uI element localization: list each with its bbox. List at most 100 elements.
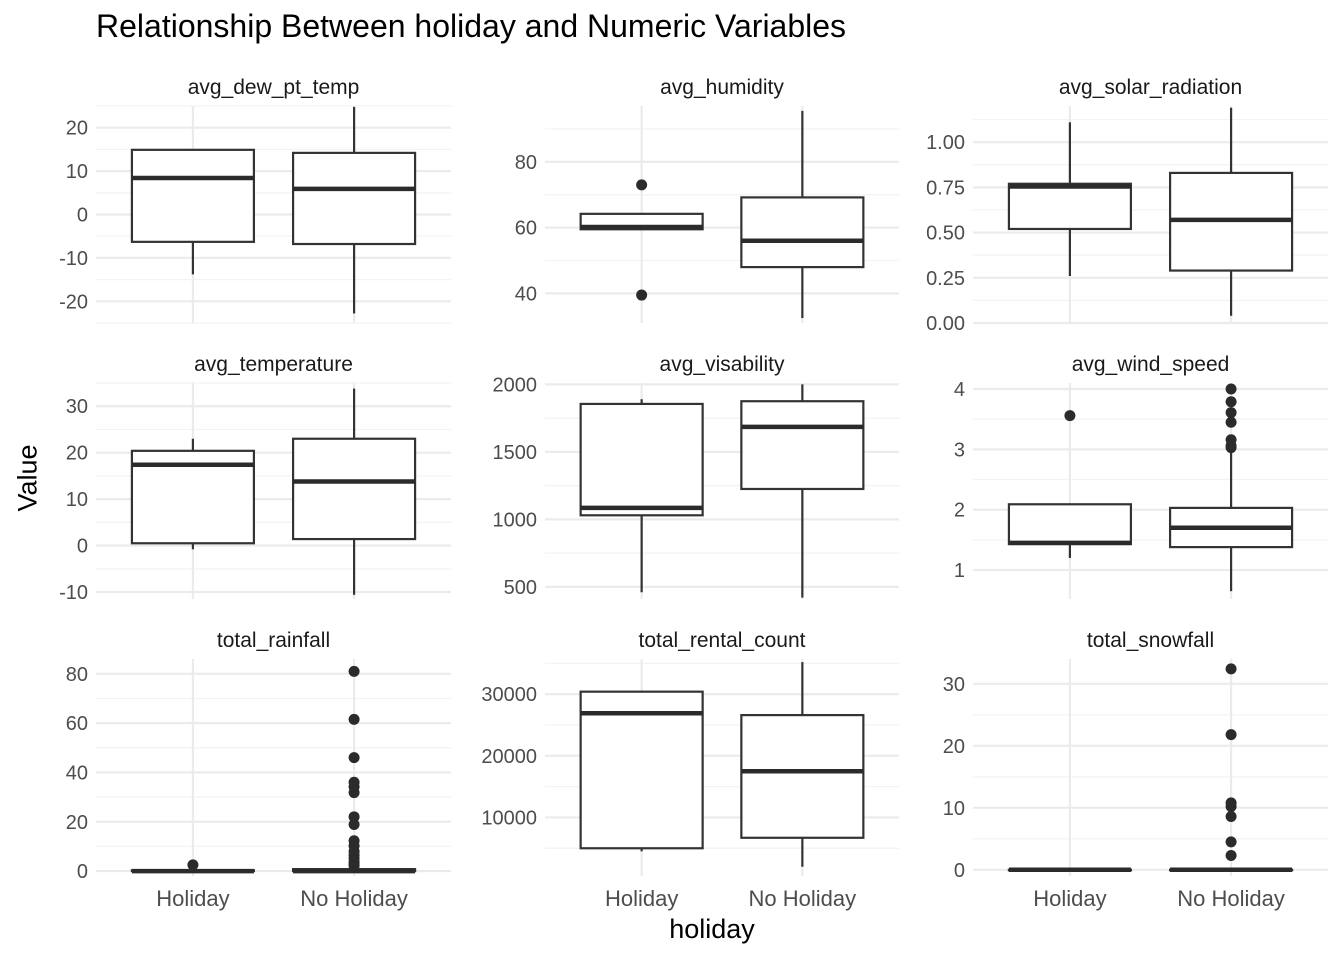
outlier-point <box>348 713 360 725</box>
outlier-point <box>1064 410 1076 422</box>
y-tick-label: 60 <box>515 218 537 240</box>
panel-avg-dew-pt-temp: avg_dew_pt_temp -20 -10 0 10 20 <box>59 76 451 324</box>
panel-avg-wind-speed: avg_wind_speed 1 2 3 4 <box>954 353 1328 599</box>
y-tick-label: 80 <box>66 664 88 686</box>
panel-avg-humidity: avg_humidity 40 60 80 <box>515 76 899 323</box>
box-iqr <box>579 402 704 517</box>
box-iqr <box>291 151 417 246</box>
outlier-point <box>1225 407 1237 419</box>
y-tick-label: 1 <box>954 560 965 582</box>
facet-strip-label: avg_solar_radiation <box>1059 76 1242 99</box>
y-tick-label: 0.25 <box>926 268 965 290</box>
box-holiday <box>579 690 704 852</box>
outlier-point <box>1225 383 1237 395</box>
outlier-point <box>1225 396 1237 408</box>
outlier-point <box>348 776 360 788</box>
facet-strip-label: avg_humidity <box>660 76 784 99</box>
y-tick-label: 0.75 <box>926 177 965 199</box>
facet-strip-label: avg_dew_pt_temp <box>188 76 360 99</box>
box-no-holiday <box>291 665 417 874</box>
y-tick-label: 30 <box>66 396 88 418</box>
box-no-holiday <box>291 388 417 595</box>
box-no-holiday <box>1168 107 1294 316</box>
y-tick-label: 80 <box>515 152 537 174</box>
x-axis-title: holiday <box>669 914 755 944</box>
box-holiday <box>1007 122 1133 276</box>
y-tick-label: 40 <box>66 762 88 784</box>
outlier-point <box>348 665 360 677</box>
box-no-holiday <box>1168 383 1294 592</box>
facet-strip-label: avg_temperature <box>194 353 353 376</box>
outlier-point <box>636 289 648 301</box>
y-tick-label: 20000 <box>481 746 537 768</box>
y-tick-label: 30000 <box>481 684 537 706</box>
outlier-point <box>1225 663 1237 675</box>
y-tick-label: 1500 <box>493 442 538 464</box>
outlier-point <box>348 811 360 823</box>
box-no-holiday <box>1168 663 1294 873</box>
box-no-holiday <box>740 110 865 319</box>
box-iqr <box>130 148 256 243</box>
box-iqr <box>579 690 704 850</box>
box-iqr <box>740 400 865 491</box>
y-tick-label: 30 <box>943 674 965 696</box>
y-tick-label: 1000 <box>493 509 538 531</box>
y-tick-label: 0 <box>954 860 965 882</box>
y-tick-label: 20 <box>66 118 88 140</box>
outlier-point <box>1225 434 1237 446</box>
box-holiday <box>1007 867 1133 873</box>
box-holiday <box>579 179 704 301</box>
y-tick-label: 2 <box>954 500 965 522</box>
y-tick-label: 10 <box>66 489 88 511</box>
x-tick-label: No Holiday <box>749 886 857 911</box>
y-tick-label: -20 <box>59 291 88 313</box>
y-tick-label: 500 <box>504 577 537 599</box>
box-holiday <box>1007 410 1133 558</box>
facet-strip-label: avg_visability <box>660 353 785 376</box>
outlier-point <box>348 835 360 847</box>
panel-total-snowfall: total_snowfall 0 10 20 30 Holiday No Holiday <box>943 629 1328 911</box>
box-iqr <box>1007 182 1133 231</box>
panel-total-rental-count: total_rental_count 10000 20000 30000 Holiday… <box>481 629 899 911</box>
y-tick-label: 0.50 <box>926 223 965 245</box>
x-tick-label: Holiday <box>156 886 229 911</box>
outlier-point <box>1225 416 1237 428</box>
y-tick-label: 10 <box>66 161 88 183</box>
box-no-holiday <box>740 662 865 867</box>
outlier-point <box>1225 850 1237 862</box>
y-tick-label: 60 <box>66 713 88 735</box>
y-tick-label: 0 <box>77 861 88 883</box>
box-holiday <box>130 148 256 275</box>
y-tick-label: 2000 <box>493 374 538 396</box>
y-tick-label: 20 <box>943 736 965 758</box>
outlier-point <box>636 179 648 191</box>
facet-strip-label: total_rental_count <box>639 629 806 652</box>
box-holiday <box>130 859 256 874</box>
y-tick-label: 10 <box>943 798 965 820</box>
box-holiday <box>579 399 704 593</box>
box-iqr <box>1007 503 1133 546</box>
outlier-point <box>187 859 199 871</box>
outlier-point <box>1225 797 1237 809</box>
y-tick-label: 40 <box>515 283 537 305</box>
y-tick-label: 0 <box>77 536 88 558</box>
y-tick-label: -10 <box>59 582 88 604</box>
panel-total-rainfall: total_rainfall 0 20 40 60 80 Holiday No Holiday <box>66 629 451 911</box>
y-tick-label: -10 <box>59 248 88 270</box>
y-tick-label: 3 <box>954 439 965 461</box>
outlier-point <box>348 818 360 830</box>
x-tick-label: Holiday <box>1033 886 1106 911</box>
panel-avg-solar-radiation: avg_solar_radiation 0.00 0.25 0.50 0.75 1.00 <box>926 76 1328 335</box>
x-tick-label: No Holiday <box>1177 886 1285 911</box>
facet-strip-label: total_snowfall <box>1087 629 1214 652</box>
box-iqr <box>291 437 417 541</box>
y-tick-label: 20 <box>66 443 88 465</box>
y-tick-label: 10000 <box>481 807 537 829</box>
x-tick-label: Holiday <box>605 886 678 911</box>
y-tick-label: 0 <box>77 205 88 227</box>
y-tick-label: 1.00 <box>926 132 965 154</box>
panel-avg-visability: avg_visability 500 1000 1500 2000 <box>493 353 899 599</box>
box-iqr <box>740 713 865 839</box>
facet-strip-label: avg_wind_speed <box>1072 353 1230 376</box>
